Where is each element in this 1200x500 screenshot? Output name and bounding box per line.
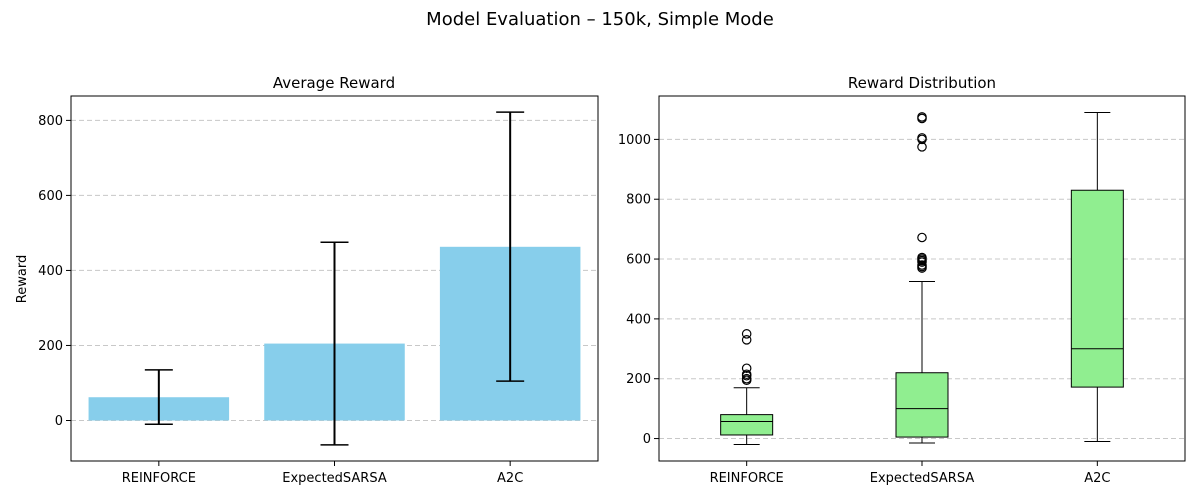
outlier-expectedsarsa-10 xyxy=(917,133,927,143)
average-reward-y-ticks: 0 200 400 600 800 xyxy=(38,114,71,429)
outlier-reinforce-4 xyxy=(741,363,752,374)
figure-title: Model Evaluation – 150k, Simple Mode xyxy=(426,9,774,30)
avg-y-tick-label-0: 0 xyxy=(55,414,63,429)
average-reward-title: Average Reward xyxy=(273,74,395,92)
outlier-reinforce-6 xyxy=(741,329,752,339)
avg-y-tick-label-400: 400 xyxy=(38,264,63,279)
outlier-reinforce-5 xyxy=(741,335,752,345)
avg-y-tick-label-200: 200 xyxy=(38,339,63,354)
avg-x-tick-label-expectedsarsa: ExpectedSARSA xyxy=(282,471,387,486)
average-reward-y-axis-label: Reward xyxy=(15,255,30,303)
dist-x-tick-label-reinforce: REINFORCE xyxy=(710,471,784,486)
reward-distribution-title: Reward Distribution xyxy=(848,74,996,92)
reward-distribution-x-ticks: REINFORCE ExpectedSARSA A2C xyxy=(710,461,1110,486)
reward-distribution-y-ticks: 0 200 400 600 800 1000 xyxy=(618,133,659,447)
dist-y-tick-label-200: 200 xyxy=(626,372,651,387)
outlier-expectedsarsa-12 xyxy=(917,112,927,122)
average-reward-x-ticks: REINFORCE ExpectedSARSA A2C xyxy=(122,461,523,486)
avg-x-tick-label-reinforce: REINFORCE xyxy=(122,471,196,486)
outlier-expectedsarsa-7 xyxy=(917,232,927,243)
box-expectedsarsa xyxy=(895,372,949,438)
dist-y-tick-label-800: 800 xyxy=(626,193,651,208)
dist-x-tick-label-a2c: A2C xyxy=(1084,471,1110,486)
reward-distribution-boxes xyxy=(720,111,1124,446)
average-reward-bars xyxy=(88,111,581,446)
outlier-expectedsarsa-6 xyxy=(917,252,927,263)
avg-y-tick-label-600: 600 xyxy=(38,189,63,204)
box-reinforce xyxy=(720,414,774,436)
avg-y-tick-label-800: 800 xyxy=(38,114,63,129)
dist-y-tick-label-0: 0 xyxy=(643,432,651,447)
box-a2c xyxy=(1070,189,1124,388)
outlier-reinforce-3 xyxy=(741,369,752,380)
avg-x-tick-label-a2c: A2C xyxy=(497,471,523,486)
outlier-reinforce-1 xyxy=(741,373,752,384)
outlier-expectedsarsa-2 xyxy=(917,260,927,270)
dist-y-tick-label-600: 600 xyxy=(626,253,651,268)
dist-y-tick-label-1000: 1000 xyxy=(618,133,651,148)
dist-y-tick-label-400: 400 xyxy=(626,312,651,327)
dist-x-tick-label-expectedsarsa: ExpectedSARSA xyxy=(870,471,975,486)
reward-distribution-chart: 0 200 400 600 800 1000 REINFORCE ExpectedSARSA… xyxy=(618,74,1186,486)
